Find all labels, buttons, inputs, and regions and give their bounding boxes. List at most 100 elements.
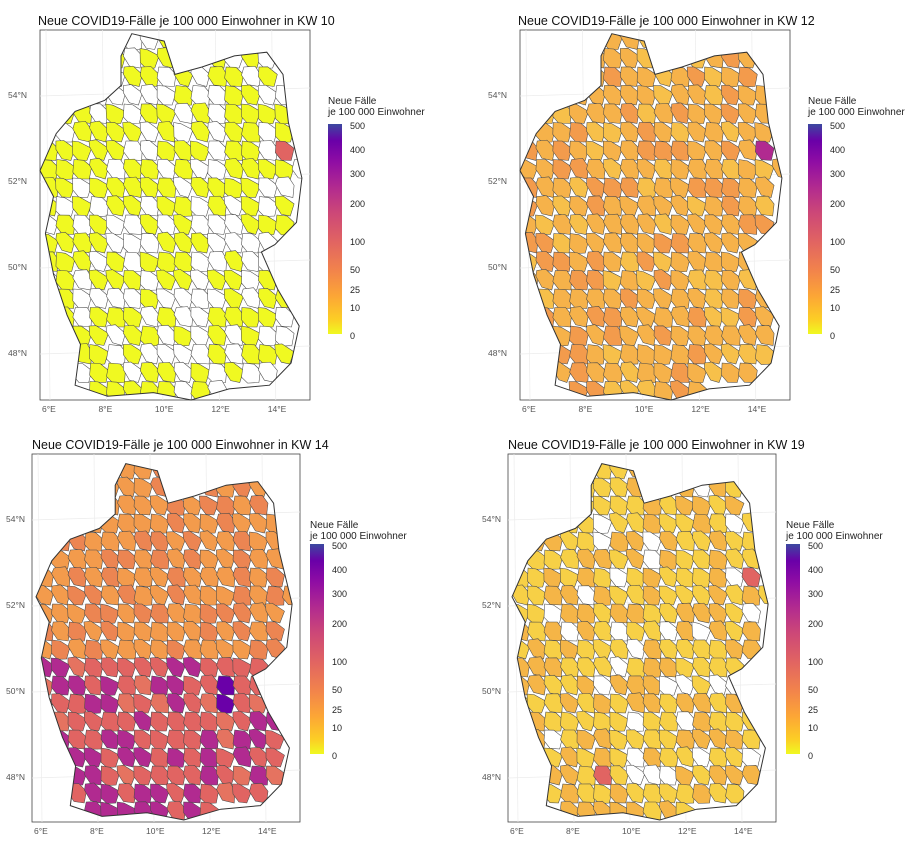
district-shape [117, 463, 137, 480]
district-shape [190, 120, 211, 143]
district-shape [216, 765, 236, 786]
district-shape [133, 530, 153, 552]
district-shape [721, 140, 741, 161]
district-shape [207, 121, 227, 143]
district-shape [199, 747, 219, 768]
district-shape [559, 639, 580, 660]
district-shape [199, 693, 219, 714]
district-shape [527, 603, 547, 624]
district-shape [156, 85, 177, 106]
district-shape [687, 177, 707, 198]
district-shape [543, 764, 563, 786]
district-shape [675, 567, 695, 588]
district-shape [620, 121, 640, 143]
district-shape [166, 639, 186, 660]
district-shape [626, 567, 646, 588]
district-shape [199, 801, 219, 820]
district-shape [51, 711, 71, 732]
district-shape [55, 103, 76, 125]
district-shape [576, 603, 596, 624]
district-shape [149, 801, 170, 820]
district-shape [156, 362, 177, 383]
district-shape [642, 513, 662, 534]
map-panel-kw14: Neue COVID19-Fälle je 100 000 Einwohner … [0, 424, 460, 844]
district-shape [721, 47, 741, 69]
district-shape [659, 693, 679, 714]
district-shape [609, 567, 629, 588]
district-shape [704, 140, 724, 161]
latitude-label: 48°N [8, 348, 27, 358]
district-shape [248, 728, 269, 750]
district-shape [123, 195, 143, 217]
district-shape [543, 657, 563, 678]
district-shape [658, 513, 679, 534]
district-shape [183, 567, 203, 588]
district-shape [274, 103, 295, 125]
district-shape [183, 765, 203, 786]
district-shape [687, 362, 707, 384]
district-shape [708, 495, 728, 516]
district-shape [224, 103, 244, 124]
district-shape [543, 531, 563, 552]
district-shape [708, 585, 728, 606]
district-shape [207, 47, 227, 69]
district-shape [67, 549, 87, 570]
district-shape [265, 567, 285, 588]
district-shape [560, 764, 580, 786]
district-shape [150, 531, 170, 552]
district-shape [140, 362, 160, 383]
district-shape [552, 288, 572, 309]
district-shape [173, 85, 194, 106]
district-shape [704, 85, 724, 106]
district-shape [150, 549, 170, 570]
district-shape [586, 232, 606, 254]
district-shape [560, 657, 580, 678]
longitude-label: 10°E [146, 826, 165, 836]
district-shape [106, 381, 126, 400]
district-shape [83, 620, 104, 642]
district-shape [755, 195, 775, 217]
district-shape [241, 233, 261, 254]
district-shape [224, 140, 244, 161]
district-shape [653, 288, 674, 309]
district-shape [708, 620, 728, 642]
district-shape [166, 603, 186, 624]
district-shape [51, 621, 71, 642]
district-shape [224, 214, 244, 235]
district-shape [586, 344, 606, 365]
germany-map-kw14 [31, 453, 301, 823]
district-shape [741, 711, 761, 732]
district-shape [133, 549, 153, 570]
district-shape [190, 102, 211, 124]
district-shape [216, 548, 236, 570]
panel-title: Neue COVID19-Fälle je 100 000 Einwohner … [518, 14, 815, 28]
district-shape [150, 513, 170, 534]
legend-tick-label: 10 [808, 723, 819, 733]
district-shape [156, 177, 177, 198]
district-shape [216, 621, 236, 642]
district-shape [576, 567, 596, 588]
district-shape [116, 764, 137, 786]
district-shape [275, 195, 295, 217]
district-shape [724, 495, 745, 516]
district-shape [183, 675, 203, 696]
district-shape [40, 213, 59, 235]
district-shape [642, 675, 662, 696]
district-shape [207, 103, 227, 124]
district-shape [241, 122, 261, 143]
district-shape [552, 325, 572, 347]
district-shape [117, 675, 137, 696]
district-shape [249, 531, 269, 552]
district-shape [708, 513, 728, 534]
district-shape [123, 344, 143, 365]
district-shape [216, 729, 236, 750]
district-shape [223, 195, 244, 217]
district-shape [552, 307, 572, 328]
district-shape [642, 549, 662, 570]
district-shape [725, 693, 745, 714]
district-shape [232, 657, 252, 678]
district-shape [636, 213, 657, 235]
district-shape [636, 362, 657, 384]
district-shape [527, 638, 547, 660]
legend-tick-label: 200 [350, 199, 366, 209]
